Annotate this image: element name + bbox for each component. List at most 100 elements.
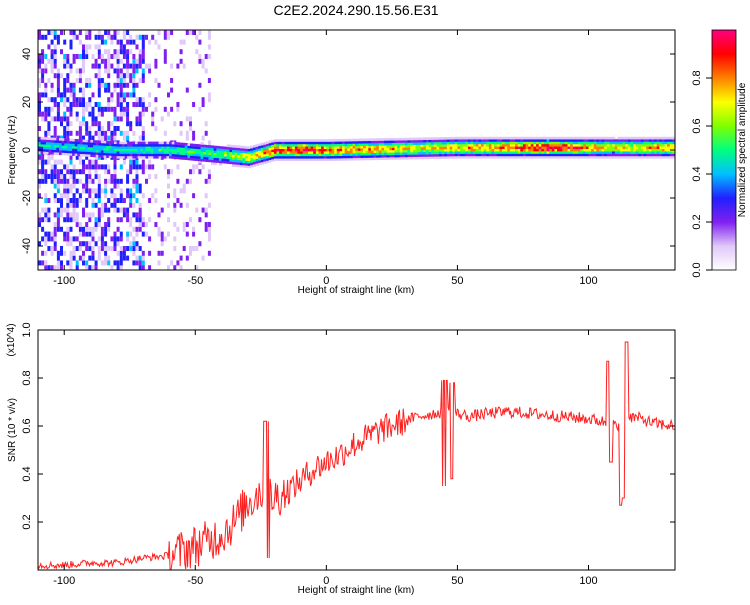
band-cell: [530, 156, 534, 159]
band-cell: [541, 146, 545, 149]
noise-cell: [167, 92, 170, 98]
band-cell: [310, 156, 314, 159]
band-cell: [237, 159, 241, 163]
band-cell: [82, 139, 86, 143]
band-cell: [294, 153, 299, 157]
band-cell: [197, 151, 202, 154]
noise-cell: [107, 164, 111, 170]
noise-cell: [50, 174, 54, 179]
noise-cell: [88, 78, 92, 83]
noise-cell: [154, 58, 158, 64]
band-cell: [294, 156, 299, 159]
band-cell: [376, 140, 380, 144]
band-cell: [213, 145, 217, 149]
noise-cell: [63, 250, 67, 256]
band-cell: [87, 147, 91, 150]
noise-cell: [56, 169, 60, 175]
noise-cell: [69, 236, 73, 242]
band-cell: [284, 151, 288, 154]
band-cell: [578, 151, 582, 154]
band-cell: [625, 151, 629, 154]
band-cell: [378, 147, 382, 151]
noise-cell: [113, 183, 117, 189]
band-cell: [331, 158, 335, 161]
band-cell: [100, 155, 105, 158]
band-cell: [410, 147, 414, 150]
band-cell: [394, 142, 398, 146]
band-cell: [43, 144, 47, 147]
band-cell: [255, 144, 259, 147]
band-cell: [446, 144, 451, 147]
band-cell: [381, 150, 385, 153]
band-cell: [601, 136, 605, 140]
band-cell: [51, 152, 55, 155]
band-cell: [339, 146, 343, 149]
noise-cell: [53, 44, 57, 50]
band-cell: [103, 143, 107, 146]
band-cell: [504, 153, 508, 157]
band-cell: [633, 146, 637, 149]
noise-cell: [66, 97, 70, 103]
band-cell: [145, 151, 149, 154]
noise-cell: [104, 260, 108, 266]
noise-cell: [91, 121, 95, 127]
band-cell: [156, 148, 160, 152]
band-cell: [457, 148, 461, 152]
noise-cell: [107, 87, 111, 93]
band-cell: [391, 147, 396, 151]
noise-cell: [170, 106, 174, 112]
noise-cell: [135, 164, 139, 170]
noise-cell: [148, 159, 152, 165]
band-cell: [119, 146, 123, 149]
band-cell: [402, 149, 406, 153]
noise-cell: [113, 126, 117, 131]
band-cell: [323, 153, 327, 157]
band-cell: [517, 148, 521, 152]
band-cell: [651, 139, 655, 142]
band-cell: [310, 141, 314, 145]
band-cell: [617, 153, 621, 157]
band-cell: [100, 145, 105, 148]
band-cell: [56, 147, 60, 151]
band-cell: [108, 153, 112, 156]
noise-cell: [185, 130, 189, 136]
band-cell: [664, 139, 668, 142]
band-cell: [441, 141, 445, 145]
band-cell: [229, 159, 233, 162]
noise-cell: [85, 265, 89, 270]
band-cell: [365, 145, 369, 149]
band-cell: [121, 151, 126, 154]
noise-cell: [129, 159, 133, 165]
noise-cell: [38, 54, 41, 59]
noise-cell: [119, 260, 123, 266]
noise-cell: [204, 212, 208, 218]
band-cell: [643, 151, 647, 154]
band-cell: [470, 148, 474, 152]
noise-cell: [116, 226, 120, 232]
band-cell: [672, 156, 675, 159]
noise-cell: [38, 193, 41, 199]
band-cell: [640, 153, 645, 157]
band-cell: [245, 155, 249, 159]
band-cell: [397, 142, 401, 146]
noise-cell: [189, 126, 192, 131]
noise-cell: [110, 63, 114, 69]
band-cell: [452, 144, 456, 147]
band-cell: [250, 162, 254, 166]
noise-cell: [78, 87, 82, 93]
band-cell: [449, 153, 453, 157]
noise-cell: [69, 82, 73, 88]
noise-cell: [88, 188, 92, 194]
band-cell: [520, 144, 524, 147]
noise-cell: [88, 174, 92, 179]
band-cell: [281, 156, 285, 159]
noise-cell: [78, 231, 82, 237]
noise-cell: [129, 246, 133, 251]
noise-cell: [182, 226, 186, 232]
noise-cell: [82, 92, 85, 98]
noise-cell: [116, 250, 120, 256]
band-cell: [156, 151, 160, 154]
band-cell: [567, 156, 571, 159]
noise-cell: [60, 174, 63, 179]
